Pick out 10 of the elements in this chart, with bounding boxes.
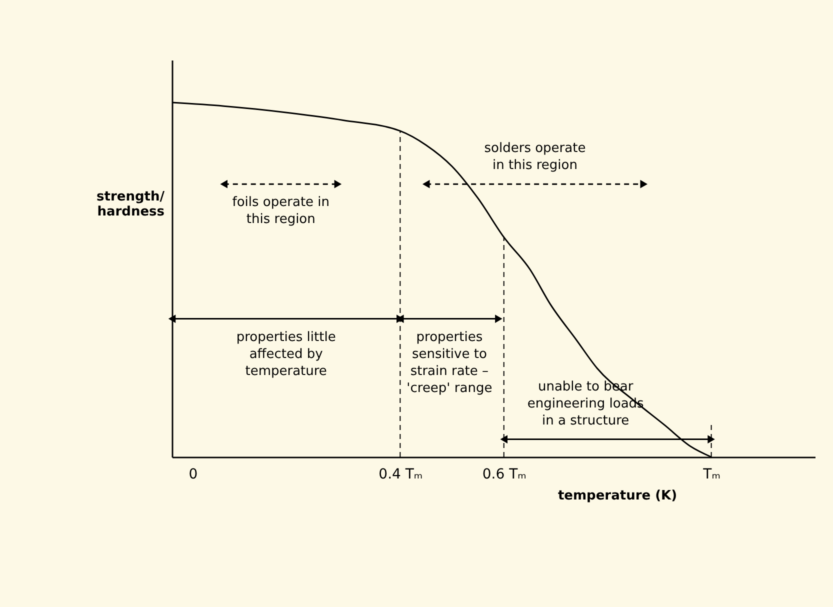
y-axis-title: strength/ hardness (96, 190, 165, 220)
x-tick-label: 0.6 Tₘ (482, 466, 526, 482)
annotation: properties little affected by temperature (236, 330, 336, 379)
x-tick-label: Tₘ (702, 466, 720, 482)
x-tick-label: 0 (188, 466, 198, 482)
annotation: solders operate in this region (484, 141, 586, 174)
x-axis-title: temperature (K) (558, 488, 678, 504)
annotation: foils operate in this region (232, 195, 330, 228)
annotation: properties sensitive to strain rate – 'creep' range (406, 330, 492, 396)
x-tick-label: 0.4 Tₘ (378, 466, 423, 482)
